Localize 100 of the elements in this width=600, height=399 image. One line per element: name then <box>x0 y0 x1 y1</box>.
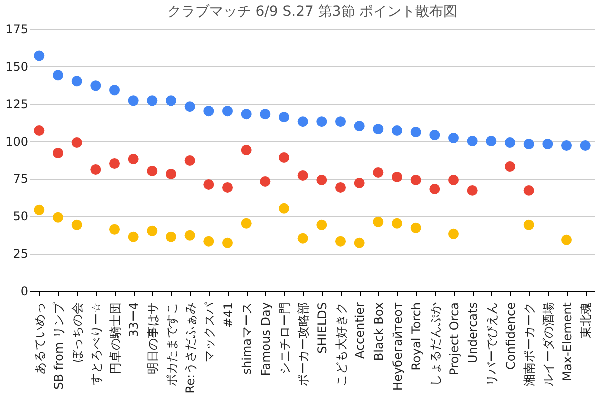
point <box>241 145 252 156</box>
x-tick-label: SB from リンプ <box>52 302 66 390</box>
point <box>392 218 402 229</box>
point <box>542 139 554 150</box>
point <box>298 233 308 244</box>
point <box>316 174 328 186</box>
x-tick-label: 明日の事はサ <box>146 302 160 374</box>
point <box>336 236 346 247</box>
point <box>90 80 102 92</box>
x-tick-label: 円卓の騎士団 <box>108 302 122 374</box>
x-tick-label: Black Box <box>372 302 386 362</box>
x-tick-label: ぼっちの会 <box>70 302 85 362</box>
point <box>53 70 64 81</box>
x-tick-label: SHIELDS <box>315 302 330 354</box>
point <box>128 96 139 106</box>
point <box>184 156 196 166</box>
point <box>562 234 572 246</box>
x-tick-label: Accentier <box>353 302 368 360</box>
point <box>222 106 233 117</box>
point <box>72 220 82 230</box>
point <box>430 184 440 194</box>
x-tick-label: Royal Torch <box>410 302 424 371</box>
point <box>467 185 478 196</box>
point <box>128 232 139 242</box>
point <box>486 136 497 147</box>
x-tick-label: Re:うさだふぁみ <box>184 302 198 394</box>
y-tick-label: 25 <box>13 247 28 262</box>
point <box>373 124 384 135</box>
x-tick-label: しょるだんぷか <box>428 302 442 386</box>
point <box>373 216 384 228</box>
point <box>524 185 534 196</box>
point <box>72 76 82 87</box>
x-tick-label: マックスパ <box>202 302 216 362</box>
point <box>336 182 346 193</box>
point <box>222 238 233 248</box>
x-tick-label: あるていめっ <box>32 302 47 374</box>
x-tick-label: 33ー4 <box>127 302 142 338</box>
point <box>279 203 290 214</box>
point <box>260 109 271 120</box>
point <box>336 116 346 128</box>
y-tick-label: 100 <box>6 134 28 149</box>
y-tick-label: 75 <box>13 172 28 186</box>
point <box>279 152 290 163</box>
point <box>410 174 422 186</box>
point <box>279 112 290 123</box>
point <box>354 178 365 188</box>
point <box>354 238 365 248</box>
point <box>110 224 120 235</box>
point <box>34 50 45 62</box>
point <box>110 158 120 169</box>
point <box>110 85 120 96</box>
point <box>580 140 591 152</box>
x-tick-label: こども大好きク <box>334 302 348 386</box>
x-tick-label: ポーカー攻略部 <box>296 302 311 386</box>
point <box>53 148 64 158</box>
x-tick-label: Max-Element <box>560 302 574 382</box>
point <box>524 139 534 150</box>
point <box>354 121 365 132</box>
point <box>298 116 308 128</box>
point <box>524 220 534 230</box>
point <box>448 228 459 240</box>
x-tick-label: Project Orca <box>447 302 462 376</box>
point <box>147 226 158 236</box>
point <box>166 96 176 106</box>
point <box>241 109 252 120</box>
x-tick-label: shimaマース <box>240 302 254 375</box>
point <box>90 164 102 175</box>
point <box>392 126 402 136</box>
x-tick-label: #41 <box>221 302 236 328</box>
point <box>241 218 252 229</box>
x-tick-label: すとろべりー☆ <box>89 302 104 386</box>
point <box>260 176 271 187</box>
point <box>373 167 384 178</box>
point <box>166 232 176 242</box>
point <box>448 174 459 186</box>
x-tick-label: Undercats <box>466 302 480 364</box>
point <box>72 138 82 148</box>
point <box>34 126 45 136</box>
y-tick-label: 175 <box>6 22 28 36</box>
x-tick-label: Confidence <box>504 302 518 370</box>
point <box>448 133 459 144</box>
y-tick-label: 50 <box>13 210 28 224</box>
point <box>204 236 214 247</box>
point <box>467 136 478 147</box>
point <box>316 116 328 128</box>
point <box>222 182 233 193</box>
x-tick-label: Неубегайтеот <box>390 302 405 391</box>
point <box>204 106 214 117</box>
x-tick-label: ポカたまですこ <box>164 302 179 386</box>
point <box>128 154 139 164</box>
chart-title: クラブマッチ 6/9 S.27 第3節 ポイント散布図 <box>167 4 458 20</box>
point <box>316 220 328 230</box>
point <box>204 179 214 190</box>
point <box>410 127 422 138</box>
point <box>505 162 516 172</box>
y-tick-label: 125 <box>6 97 28 112</box>
x-tick-label: Famous Day <box>258 302 273 376</box>
y-tick-label: 150 <box>6 60 28 74</box>
point <box>147 96 158 106</box>
x-tick-label: リバーでぴえん <box>484 302 499 386</box>
